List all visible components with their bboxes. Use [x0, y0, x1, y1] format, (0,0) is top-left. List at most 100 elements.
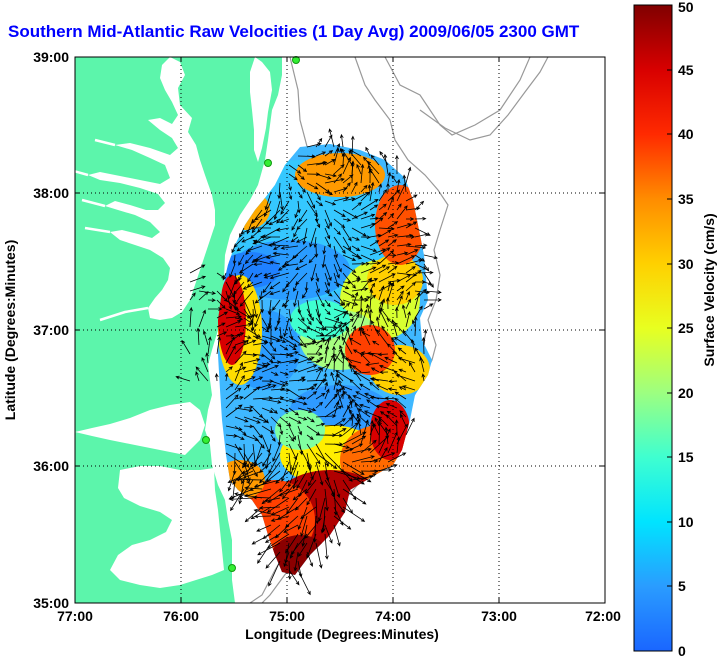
velocity-arrow: [386, 182, 390, 192]
velocity-arrow: [222, 272, 227, 281]
velocity-arrow: [359, 294, 364, 310]
velocity-arrow: [405, 310, 411, 328]
velocity-arrow: [288, 344, 297, 351]
velocity-arrow: [414, 232, 429, 238]
velocity-arrow: [372, 340, 380, 346]
velocity-arrow: [369, 204, 379, 211]
velocity-arrow: [414, 291, 421, 310]
velocity-arrow: [398, 368, 407, 373]
velocity-arrow: [291, 452, 299, 472]
velocity-arrow: [352, 365, 362, 373]
velocity-arrow: [301, 290, 308, 299]
colorbar-tick-labels: 0 5 10 15 20 25 30 35 40 45 50: [678, 0, 694, 659]
velocity-arrow: [270, 416, 282, 428]
velocity-arrow: [315, 392, 326, 400]
velocity-arrow: [385, 414, 398, 427]
pamlico-sound: [75, 402, 224, 588]
velocity-arrow: [360, 199, 379, 211]
velocity-arrow: [270, 371, 279, 376]
velocity-arrow: [282, 281, 290, 293]
velocity-arrow: [344, 357, 362, 364]
velocity-arrow: [268, 560, 281, 587]
velocity-arrow: [230, 488, 245, 512]
velocity-arrow: [351, 455, 375, 463]
velocity-arrow: [342, 416, 353, 427]
x-tick-marks: [180, 57, 500, 603]
velocity-arrow: [231, 245, 236, 254]
velocity-arrow: [333, 227, 341, 236]
velocity-arrow: [293, 551, 299, 572]
velocity-arrow: [295, 236, 308, 243]
velocity-arrow: [270, 407, 278, 414]
velocity-arrow: [324, 308, 331, 316]
velocity-arrow: [360, 245, 378, 252]
velocity-arrow: [254, 290, 272, 304]
velocity-arrow: [225, 333, 235, 338]
velocity-arrow: [269, 281, 281, 290]
velocity-arrow: [269, 290, 281, 296]
velocity-arrow: [369, 264, 387, 274]
velocity-arrow: [261, 384, 277, 391]
velocity-arrow: [288, 434, 295, 442]
velocity-arrow: [365, 362, 380, 367]
velocity-arrow: [333, 428, 347, 436]
velocity-arrow: [297, 173, 305, 181]
velocity-arrow: [256, 524, 272, 532]
y-tick-marks: [75, 192, 605, 467]
x-tick-label: 75:00: [269, 608, 305, 624]
velocity-arrow: [297, 364, 318, 373]
velocity-arrow: [340, 327, 344, 337]
velocity-arrow: [342, 318, 355, 328]
velocity-arrow: [181, 339, 191, 355]
velocity-arrow: [315, 367, 323, 382]
velocity-arrow: [387, 261, 400, 265]
velocity-arrow: [397, 347, 407, 355]
velocity-arrow: [270, 515, 290, 522]
velocity-arrow: [324, 423, 344, 427]
velocity-arrow: [402, 385, 416, 391]
velocity-arrow: [383, 153, 389, 175]
velocity-arrow: [333, 254, 342, 273]
x-tick-label: 73:00: [481, 608, 517, 624]
velocity-arrow: [252, 239, 272, 247]
velocity-arrow: [413, 316, 418, 337]
velocity-arrow: [288, 164, 302, 174]
velocity-arrow: [378, 183, 383, 193]
velocity-arrow: [333, 524, 341, 547]
velocity-arrow: [324, 177, 345, 184]
colorbar-label: Surface Velocity (cm/s): [701, 213, 717, 366]
velocity-arrow: [216, 331, 228, 337]
velocity-arrow: [214, 372, 219, 382]
velocity-arrow: [314, 245, 319, 258]
velocity-arrow: [342, 263, 357, 273]
velocity-arrow: [421, 373, 426, 382]
velocity-arrow: [225, 443, 243, 451]
velocity-arrow: [279, 380, 289, 385]
velocity-arrow: [348, 150, 362, 166]
velocity-arrow: [195, 366, 209, 382]
velocity-arrow: [306, 443, 321, 465]
velocity-arrow: [243, 424, 254, 429]
velocity-arrow: [374, 417, 380, 427]
velocity-arrow: [297, 191, 303, 199]
colorbar-tick-label: 15: [678, 449, 694, 465]
velocity-arrow: [189, 306, 193, 328]
velocity-arrow: [419, 356, 425, 373]
velocity-arrow: [381, 325, 389, 337]
velocity-arrow: [377, 415, 389, 427]
velocity-arrow: [378, 247, 391, 256]
velocity-arrow: [324, 381, 329, 391]
velocity-arrow: [342, 461, 365, 475]
rivers: [75, 138, 149, 322]
velocity-arrow: [351, 272, 361, 280]
velocity-arrow: [270, 335, 287, 343]
velocity-arrow: [391, 337, 398, 346]
velocity-arrow: [292, 245, 308, 259]
colorbar-tick-label: 30: [678, 256, 694, 272]
velocity-arrow: [342, 470, 365, 485]
velocity-arrow: [378, 189, 388, 202]
velocity-arrow: [224, 372, 229, 382]
velocity-arrow: [306, 154, 316, 159]
velocity-arrow: [315, 290, 325, 308]
velocity-arrow: [279, 335, 298, 347]
